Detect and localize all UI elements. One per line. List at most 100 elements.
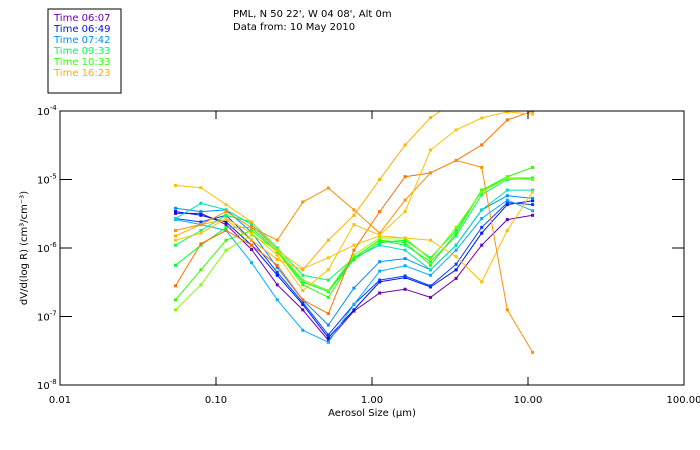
x-tick-label: 0.01 bbox=[49, 395, 71, 406]
data-point bbox=[250, 223, 254, 227]
data-point bbox=[531, 190, 535, 194]
data-point bbox=[301, 200, 305, 204]
data-point bbox=[454, 234, 458, 238]
data-point bbox=[531, 94, 534, 97]
x-axis-label: Aerosol Size (µm) bbox=[328, 408, 416, 419]
x-tick-label: 0.10 bbox=[205, 395, 227, 406]
data-point bbox=[506, 94, 509, 97]
data-point bbox=[173, 229, 177, 233]
data-point bbox=[403, 243, 407, 247]
x-tick-label: 10.00 bbox=[514, 395, 543, 406]
series-line bbox=[175, 189, 533, 292]
legend-box bbox=[47, 8, 122, 94]
data-point bbox=[199, 213, 203, 217]
data-point bbox=[326, 295, 330, 299]
data-point bbox=[378, 280, 382, 284]
data-point bbox=[301, 273, 305, 277]
data-point bbox=[428, 273, 432, 277]
data-point bbox=[403, 210, 407, 214]
data-point bbox=[224, 223, 228, 227]
data-point bbox=[224, 213, 228, 217]
data-point bbox=[326, 268, 330, 272]
data-point bbox=[480, 243, 484, 247]
series-1033 bbox=[173, 176, 535, 312]
data-point bbox=[199, 220, 203, 224]
data-point bbox=[173, 216, 177, 220]
data-point bbox=[480, 165, 484, 169]
data-point bbox=[403, 264, 407, 268]
data-point bbox=[454, 231, 458, 235]
y-tick-label: 10-7 bbox=[37, 310, 57, 324]
data-point bbox=[275, 270, 279, 274]
data-point bbox=[199, 242, 203, 246]
data-point bbox=[531, 199, 535, 203]
data-point bbox=[352, 256, 356, 260]
data-point bbox=[505, 188, 509, 192]
data-point bbox=[403, 257, 407, 261]
data-point bbox=[326, 288, 330, 292]
data-point bbox=[199, 211, 203, 215]
data-point bbox=[428, 116, 432, 120]
data-point bbox=[250, 248, 254, 252]
data-point bbox=[378, 210, 382, 214]
data-point bbox=[378, 236, 382, 240]
data-point bbox=[480, 193, 484, 197]
data-point bbox=[480, 188, 484, 192]
chart-title-line-2: Data from: 10 May 2010 bbox=[233, 22, 355, 33]
data-point bbox=[199, 268, 203, 272]
data-point bbox=[275, 283, 279, 287]
data-point bbox=[454, 268, 458, 272]
data-point bbox=[352, 223, 356, 227]
data-point bbox=[224, 220, 228, 224]
data-point bbox=[378, 269, 382, 273]
data-point bbox=[301, 268, 305, 272]
data-point bbox=[352, 213, 356, 217]
data-point bbox=[505, 308, 509, 312]
data-point bbox=[173, 298, 177, 302]
series-0933 bbox=[173, 188, 535, 292]
y-tick-label: 10-8 bbox=[37, 378, 57, 392]
data-point bbox=[454, 229, 458, 233]
data-point bbox=[505, 176, 509, 180]
data-point bbox=[275, 263, 279, 267]
legend-entry: Time 06:07 bbox=[53, 13, 110, 24]
series-line bbox=[175, 177, 533, 281]
data-point bbox=[403, 287, 407, 291]
data-point bbox=[531, 209, 535, 213]
data-point bbox=[352, 308, 356, 312]
data-point bbox=[454, 158, 458, 162]
data-point bbox=[454, 248, 458, 252]
legend-entry: Time 16:23 bbox=[53, 68, 110, 79]
data-point bbox=[454, 128, 458, 132]
x-tick-label: 1.00 bbox=[361, 395, 383, 406]
data-point bbox=[224, 225, 228, 229]
legend-entry: Time 09:33 bbox=[53, 46, 110, 57]
data-point bbox=[173, 284, 177, 288]
data-point bbox=[403, 143, 407, 147]
data-point bbox=[275, 265, 279, 269]
data-point bbox=[301, 302, 305, 306]
legend-entry: Time 10:33 bbox=[53, 57, 110, 68]
data-point bbox=[428, 171, 432, 175]
data-point bbox=[505, 118, 509, 122]
data-point bbox=[480, 143, 484, 147]
data-point bbox=[403, 274, 407, 278]
data-point bbox=[352, 208, 356, 212]
data-point bbox=[403, 175, 407, 179]
series-1623 bbox=[173, 111, 535, 292]
series-1623 bbox=[173, 158, 535, 354]
data-point bbox=[378, 238, 382, 242]
data-point bbox=[326, 186, 330, 190]
data-point bbox=[480, 216, 484, 220]
data-point bbox=[199, 210, 203, 214]
data-point bbox=[480, 94, 483, 97]
data-point bbox=[173, 234, 177, 238]
data-point bbox=[480, 208, 484, 212]
data-point bbox=[326, 333, 330, 337]
data-point bbox=[480, 190, 484, 194]
data-point bbox=[378, 243, 382, 247]
data-point bbox=[505, 229, 509, 233]
data-point bbox=[173, 263, 177, 267]
data-point bbox=[428, 148, 432, 152]
